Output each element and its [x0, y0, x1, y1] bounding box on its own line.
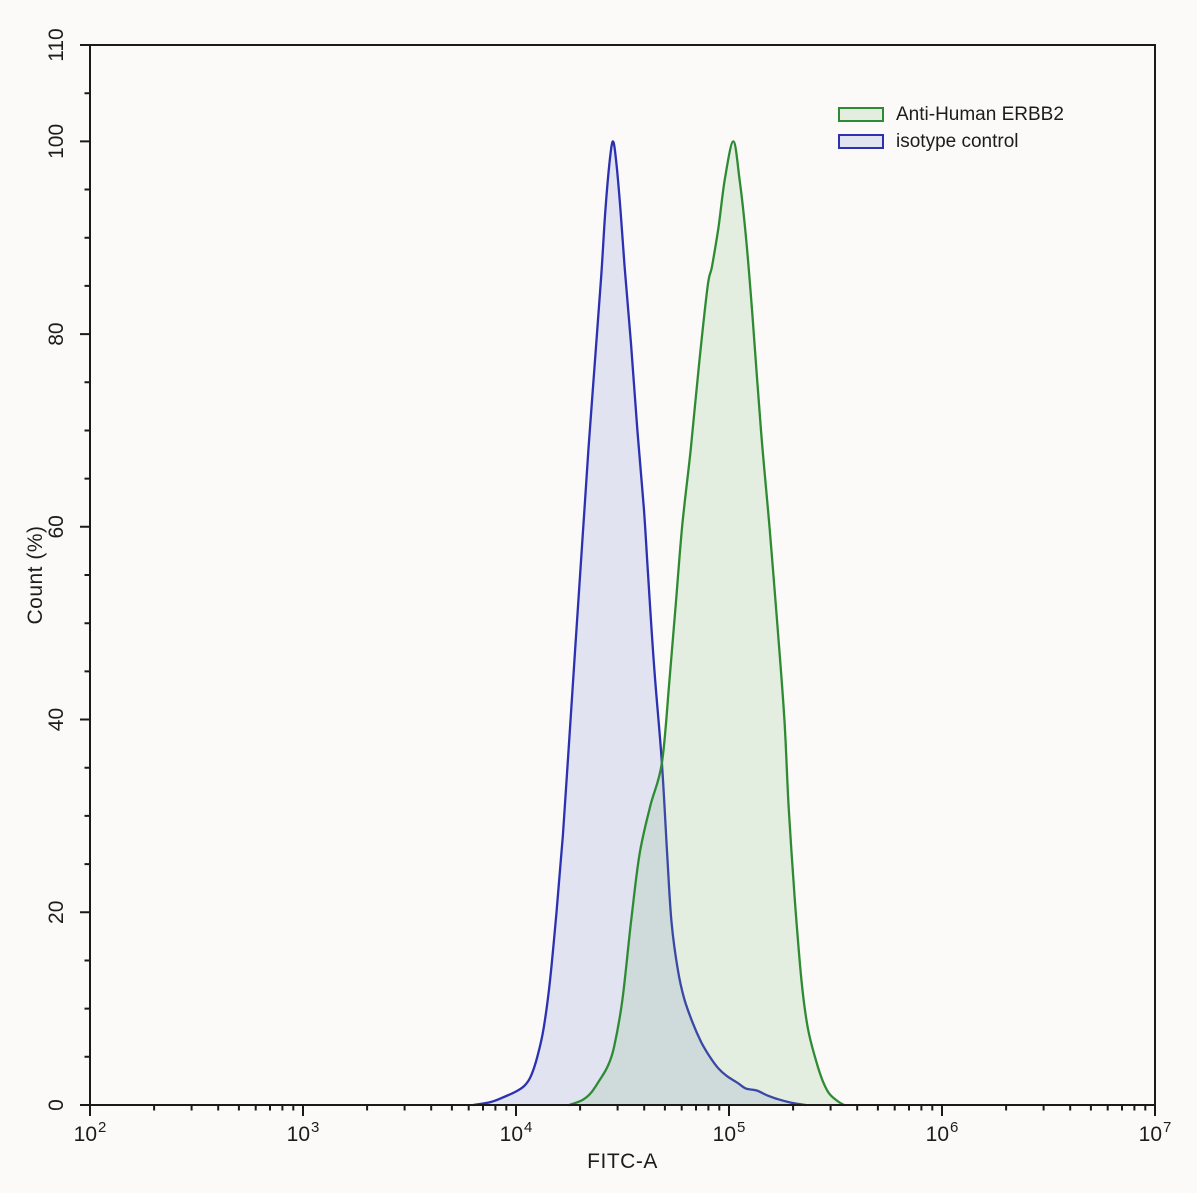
y-minor-ticks [84, 92, 90, 1058]
y-tick-label-80: 80 [45, 322, 68, 345]
x-axis-title: FITC-A [587, 1150, 658, 1173]
legend-swatch-blue-icon [838, 134, 884, 149]
x-tick-label-10e3: 103 [287, 1119, 320, 1146]
x-axis-tick-labels: 102 103 104 105 106 107 [74, 1119, 1172, 1146]
y-major-ticks [80, 44, 90, 1106]
y-axis-ticks [80, 44, 90, 1106]
legend: Anti-Human ERBB2 isotype control [838, 101, 1064, 155]
x-minor-ticks [153, 1105, 1147, 1111]
y-tick-label-20: 20 [45, 901, 68, 924]
series-area-isotype-control [473, 141, 806, 1105]
x-tick-label-10e6: 106 [926, 1119, 959, 1146]
legend-item-anti-human-erbb2: Anti-Human ERBB2 [838, 101, 1064, 128]
x-tick-label-10e7: 107 [1139, 1119, 1172, 1146]
legend-swatch-green-icon [838, 107, 884, 122]
x-tick-label-10e4: 104 [500, 1119, 533, 1146]
series-line-isotype-control [472, 140, 807, 1107]
y-axis-tick-labels: 0 20 40 60 80 100 110 [45, 28, 68, 1111]
x-major-ticks [89, 1105, 1156, 1116]
series-layer [472, 140, 846, 1107]
legend-label-anti-human-erbb2: Anti-Human ERBB2 [896, 103, 1064, 125]
x-axis-ticks [89, 1105, 1156, 1116]
y-axis-title: Count (%) [24, 525, 47, 625]
series-area-anti-human-erbb2 [569, 141, 844, 1105]
legend-item-isotype-control: isotype control [838, 128, 1064, 155]
x-tick-label-10e5: 105 [713, 1119, 746, 1146]
y-tick-label-40: 40 [45, 708, 68, 731]
legend-label-isotype-control: isotype control [896, 130, 1019, 152]
y-tick-label-60: 60 [45, 515, 68, 538]
y-tick-label-110: 110 [45, 28, 68, 61]
y-tick-label-100: 100 [45, 124, 68, 159]
x-tick-label-10e2: 102 [74, 1119, 107, 1146]
series-line-anti-human-erbb2 [568, 140, 846, 1107]
y-tick-label-0: 0 [45, 1099, 68, 1111]
